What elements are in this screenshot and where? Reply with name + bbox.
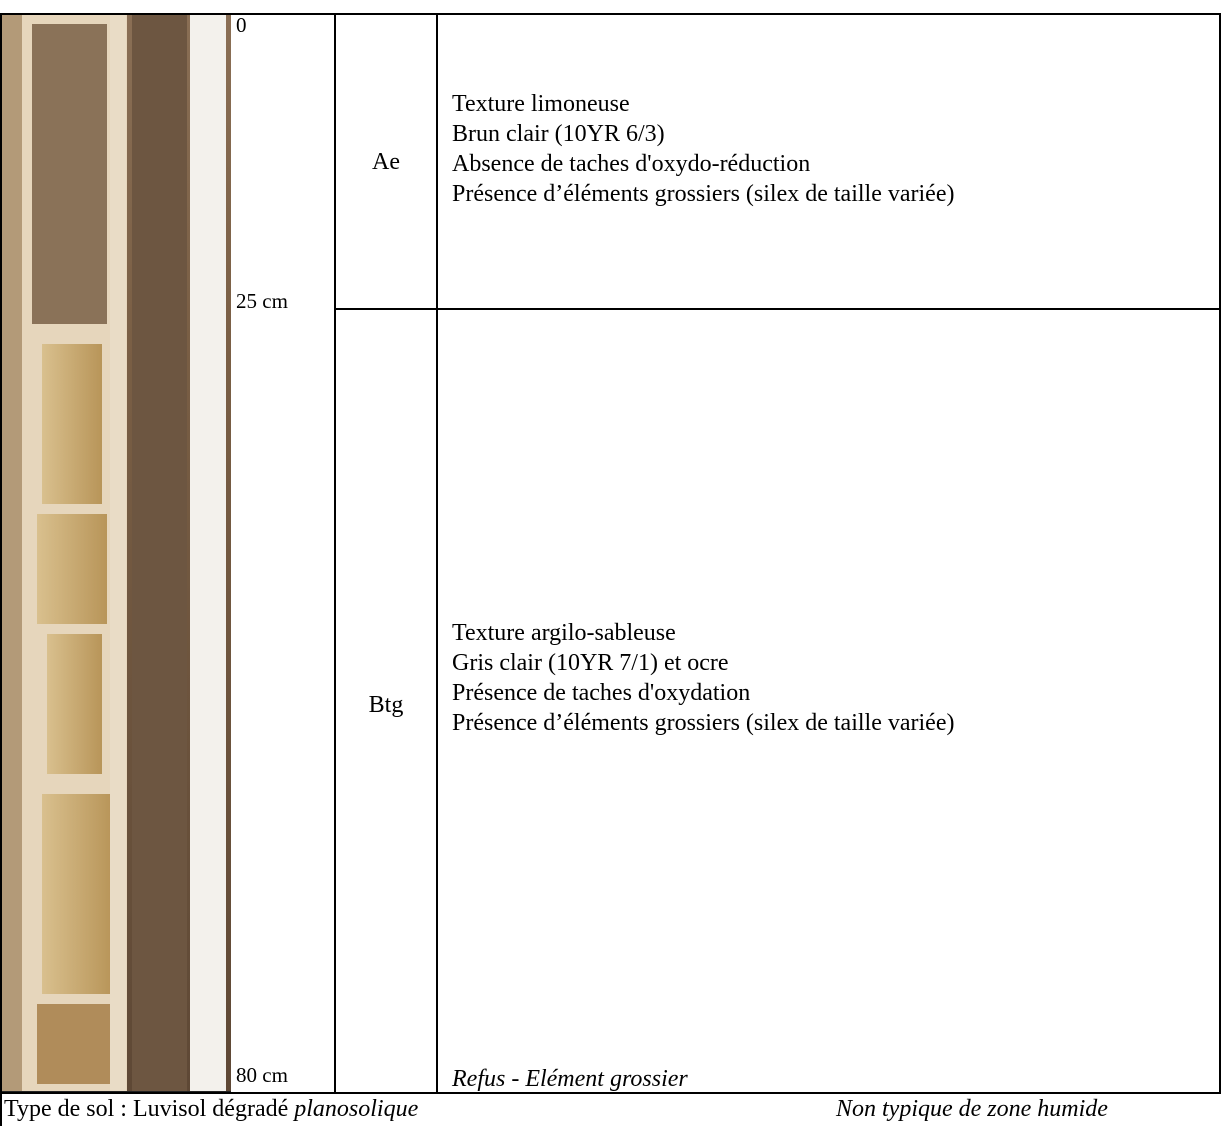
description-line: Absence de taches d'oxydo-réduction xyxy=(452,151,811,177)
horizon-name: Btg xyxy=(368,692,404,718)
description-line: Présence d’éléments grossiers (silex de … xyxy=(452,710,955,736)
soil-type: Type de sol : Luvisol dégradé planosoliq… xyxy=(4,1094,418,1124)
horizon-note: Refus - Elément grossier xyxy=(452,1066,688,1092)
soil-photo xyxy=(2,14,231,1092)
soil-type-qualifier: planosolique xyxy=(294,1096,419,1122)
description-line: Brun clair (10YR 6/3) xyxy=(452,121,665,147)
description-line: Texture argilo-sableuse xyxy=(452,620,676,646)
conclusion: Non typique de zone humide xyxy=(836,1096,1108,1122)
description-line: Gris clair (10YR 7/1) et ocre xyxy=(452,650,729,676)
depth-label: 0 xyxy=(236,13,247,37)
horizon-name: Ae xyxy=(372,149,400,175)
depth-label: 25 cm xyxy=(236,289,288,313)
horizon-description: Texture limoneuse Brun clair (10YR 6/3) Ab… xyxy=(452,89,954,209)
soil-type-label: Type de sol : Luvisol dégradé xyxy=(4,1096,289,1122)
depth-label: 80 cm xyxy=(236,1063,288,1087)
description-line: Présence d’éléments grossiers (silex de … xyxy=(452,181,955,207)
horizon-description: Texture argilo-sableuse Gris clair (10YR … xyxy=(452,618,954,738)
description-line: Présence de taches d'oxydation xyxy=(452,680,751,706)
description-line: Texture limoneuse xyxy=(452,91,630,117)
